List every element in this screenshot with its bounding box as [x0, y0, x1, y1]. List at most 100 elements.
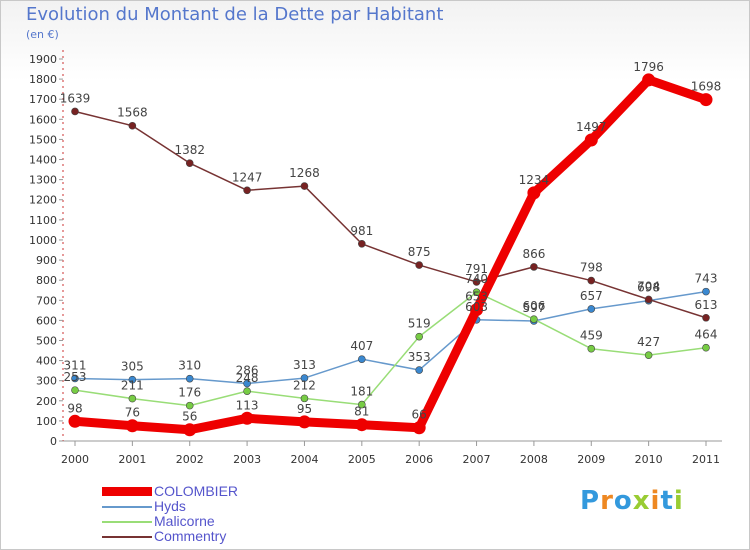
- data-point: [472, 288, 481, 297]
- data-label: 464: [695, 328, 718, 342]
- data-label: 76: [125, 406, 140, 420]
- logo-letter: P: [580, 486, 601, 516]
- data-point: [584, 133, 598, 147]
- y-tick-label: 300: [36, 375, 57, 388]
- x-tick-label: 2002: [176, 453, 204, 466]
- data-point: [702, 287, 710, 296]
- data-label: 1268: [289, 166, 320, 180]
- data-point: [644, 351, 653, 359]
- data-label: 353: [408, 350, 431, 364]
- data-point: [644, 295, 653, 304]
- y-tick-label: 1700: [29, 93, 57, 106]
- data-label: 698: [637, 281, 660, 295]
- data-label: 176: [178, 386, 201, 400]
- data-point: [587, 305, 596, 313]
- y-tick-label: 100: [36, 415, 57, 428]
- data-label: 798: [580, 261, 603, 275]
- x-tick-label: 2007: [463, 453, 491, 466]
- data-point: [243, 186, 251, 195]
- x-tick-label: 2009: [577, 453, 605, 466]
- logo-letter: i: [650, 486, 661, 516]
- data-label: 1497: [576, 120, 607, 134]
- logo-letter: x: [632, 486, 651, 516]
- data-point: [412, 421, 426, 435]
- data-point: [358, 400, 366, 409]
- x-tick-label: 2004: [290, 453, 318, 466]
- x-tick-label: 2000: [61, 453, 89, 466]
- x-tick-label: 2005: [348, 453, 376, 466]
- data-label: 981: [350, 224, 373, 238]
- data-label: 1796: [633, 60, 664, 74]
- y-tick-label: 500: [36, 334, 57, 347]
- x-tick-label: 2001: [118, 453, 146, 466]
- data-point: [702, 343, 710, 352]
- logo-letter: r: [600, 486, 614, 516]
- series-line-malicorne: [74, 291, 707, 407]
- data-point: [300, 394, 309, 403]
- data-label: 653: [465, 290, 488, 304]
- y-tick-label: 900: [36, 254, 57, 267]
- data-label: 1234: [519, 173, 550, 187]
- data-label: 253: [64, 370, 87, 384]
- data-label: 311: [64, 358, 87, 372]
- logo-letter: t: [660, 486, 674, 516]
- data-point: [587, 276, 596, 285]
- data-point: [243, 379, 251, 388]
- data-point: [300, 374, 309, 382]
- data-label: 427: [637, 335, 660, 349]
- x-tick-label: 2011: [692, 453, 720, 466]
- data-point: [642, 73, 656, 87]
- data-point: [185, 374, 194, 383]
- legend-item-hyds: Hyds: [102, 498, 302, 514]
- data-point: [240, 411, 254, 425]
- data-label: 181: [350, 385, 373, 399]
- data-point: [71, 107, 79, 116]
- x-tick-label: 2008: [520, 453, 548, 466]
- data-label: 875: [408, 245, 431, 259]
- data-label: 743: [695, 272, 718, 286]
- data-point: [297, 415, 311, 429]
- data-label: 606: [522, 299, 545, 313]
- data-point: [358, 355, 366, 363]
- data-point: [530, 315, 538, 323]
- y-tick-label: 1900: [29, 53, 57, 66]
- data-point: [470, 303, 484, 317]
- legend-label: COLOMBIER: [154, 483, 239, 499]
- x-tick-label: 2003: [233, 453, 261, 466]
- data-point: [125, 419, 139, 433]
- data-label: 603: [465, 300, 488, 314]
- data-label: 56: [182, 410, 197, 424]
- logo-letter: o: [613, 486, 633, 516]
- data-point: [185, 159, 194, 167]
- y-tick-label: 800: [36, 274, 57, 287]
- data-label: 1382: [174, 143, 205, 157]
- chart-title: Evolution du Montant de la Dette par Hab…: [26, 4, 444, 25]
- data-label: 657: [580, 289, 603, 303]
- data-label: 305: [121, 360, 144, 374]
- legend: COLOMBIER Hyds Malicorne Commentry: [102, 483, 302, 544]
- y-tick-label: 1000: [29, 234, 57, 247]
- data-point: [71, 386, 79, 394]
- legend-label: Hyds: [154, 498, 186, 514]
- data-point: [185, 401, 194, 410]
- data-point: [702, 313, 710, 322]
- legend-swatch: [102, 487, 152, 496]
- y-tick-label: 400: [36, 355, 57, 368]
- x-tick-label: 2010: [635, 453, 663, 466]
- data-point: [527, 186, 541, 200]
- legend-label: Commentry: [154, 528, 227, 544]
- series-line-colombier: [70, 75, 711, 435]
- data-point: [68, 414, 82, 428]
- legend-swatch: [102, 521, 152, 523]
- data-label: 1698: [691, 80, 722, 94]
- data-point: [128, 375, 137, 384]
- data-point: [355, 418, 369, 432]
- y-tick-label: 700: [36, 294, 57, 307]
- legend-swatch: [102, 506, 152, 508]
- data-label: 866: [522, 247, 545, 261]
- data-label: 459: [580, 329, 603, 343]
- data-point: [587, 344, 596, 353]
- data-label: 286: [236, 363, 259, 377]
- data-label: 597: [522, 301, 545, 315]
- data-point: [128, 394, 137, 403]
